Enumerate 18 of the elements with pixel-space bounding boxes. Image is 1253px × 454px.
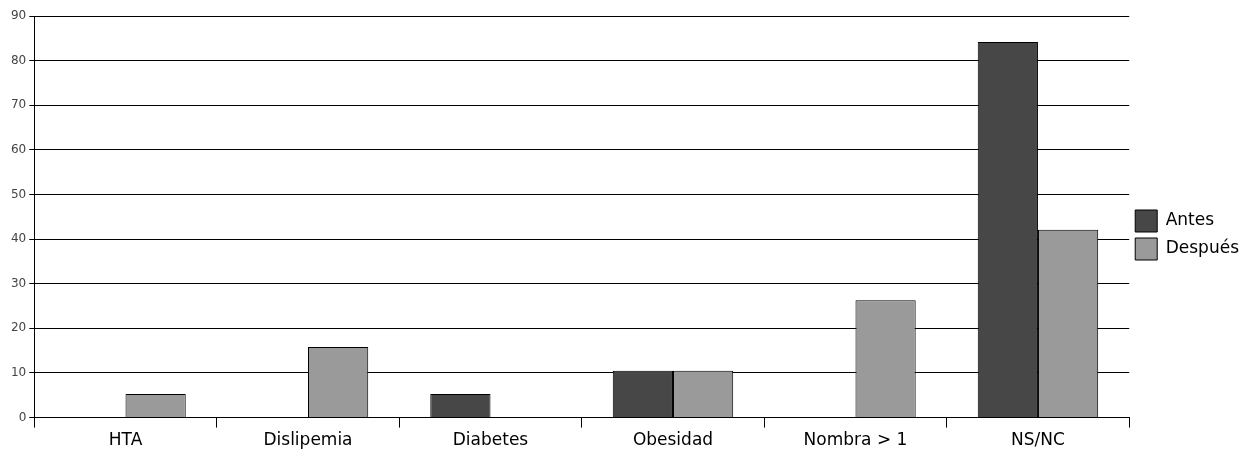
y-tick-label: 80 [10,52,27,67]
y-tick-label: 0 [18,409,27,424]
x-tick-label: HTA [108,429,143,450]
legend-label: Antes [1165,209,1215,230]
y-tick-label: 60 [10,141,27,156]
legend-label: Después [1165,237,1240,258]
x-tick-label: NS/NC [1011,429,1065,450]
y-tick-label: 20 [10,320,27,335]
x-tick-label: Nombra > 1 [803,429,908,450]
x-tick-label: Diabetes [452,429,529,450]
y-tick-label: 30 [10,275,27,290]
y-tick-label: 70 [10,97,27,112]
y-tick-label: 90 [10,8,27,23]
x-tick-label: Dislipemia [263,429,353,450]
x-tick-label: Obesidad [632,429,714,450]
y-tick-label: 10 [10,365,27,380]
y-tick-label: 40 [10,231,27,246]
y-tick-label: 50 [10,186,27,201]
